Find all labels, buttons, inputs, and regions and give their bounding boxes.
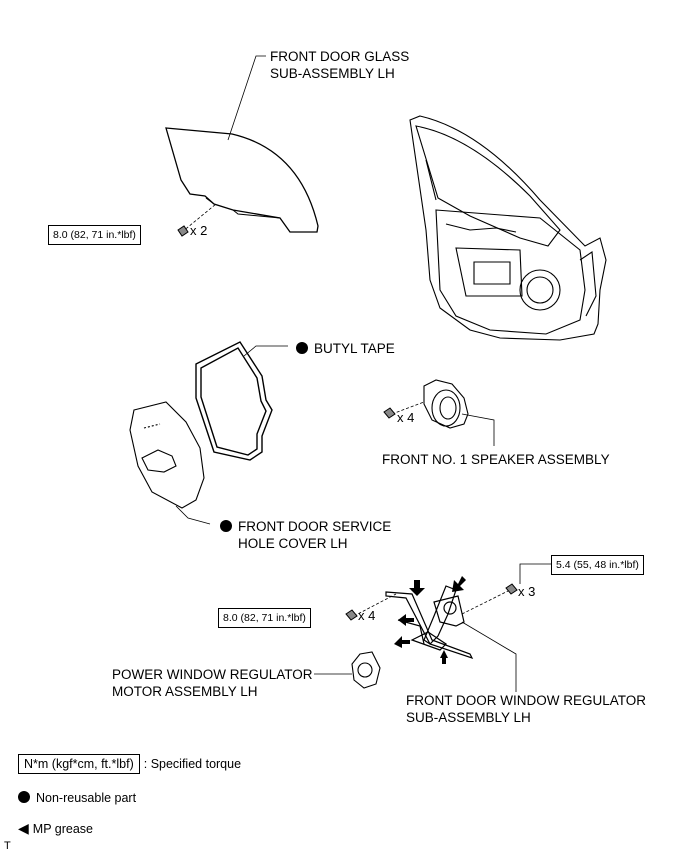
regulator-motor-drawing	[351, 651, 381, 689]
speaker-qty: x 4	[397, 410, 415, 425]
legend-nonreusable: Non-reusable part	[18, 790, 136, 806]
grease-arrows	[394, 576, 466, 664]
legend-grease-text: MP grease	[32, 822, 93, 836]
legend-torque-box: N*m (kgf*cm, ft.*lbf)	[18, 754, 140, 774]
corner-mark: T	[4, 840, 11, 852]
service-cover-line1: FRONT DOOR SERVICE	[238, 519, 392, 534]
glass-bolt-qty: x 2	[190, 223, 208, 238]
legend-torque-text: : Specified torque	[143, 757, 242, 771]
glass-label: FRONT DOOR GLASS SUB-ASSEMBLY LH	[270, 48, 409, 82]
service-cover-label: FRONT DOOR SERVICE HOLE COVER LH	[220, 518, 391, 552]
door-frame-drawing	[409, 115, 607, 341]
regulator-label-line2: SUB-ASSEMBLY LH	[406, 710, 531, 725]
service-cover-line2: HOLE COVER LH	[238, 536, 348, 551]
speaker-drawing	[423, 379, 469, 429]
glass-bolt-torque: 8.0 (82, 71 in.*lbf)	[48, 225, 141, 245]
regulator-label: FRONT DOOR WINDOW REGULATOR SUB-ASSEMBLY…	[406, 692, 646, 726]
speaker-label: FRONT NO. 1 SPEAKER ASSEMBLY	[382, 452, 610, 467]
legend-torque: N*m (kgf*cm, ft.*lbf): Specified torque	[18, 754, 241, 774]
motor-label: POWER WINDOW REGULATOR MOTOR ASSEMBLY LH	[112, 666, 313, 700]
regulator-bolt-qty: x 4	[358, 608, 376, 623]
motor-label-line2: MOTOR ASSEMBLY LH	[112, 684, 258, 699]
butyl-tape-drawing	[195, 341, 273, 461]
regulator-label-line1: FRONT DOOR WINDOW REGULATOR	[406, 693, 647, 708]
motor-label-line1: POWER WINDOW REGULATOR	[112, 667, 313, 682]
butyl-tape-text: BUTYL TAPE	[314, 341, 395, 356]
nonreusable-dot-icon	[18, 791, 30, 803]
regulator-nut-qty: x 3	[518, 584, 536, 599]
regulator-nut-torque: 5.4 (55, 48 in.*lbf)	[551, 555, 644, 575]
window-regulator-drawing	[385, 585, 474, 660]
nonreusable-dot-icon	[220, 520, 232, 532]
legend-nonreusable-text: Non-reusable part	[36, 791, 137, 805]
grease-arrow-icon: ◀	[18, 820, 29, 836]
nonreusable-dot-icon	[296, 342, 308, 354]
butyl-tape-label: BUTYL TAPE	[296, 340, 395, 357]
glass-label-line1: FRONT DOOR GLASS	[270, 49, 410, 64]
door-glass-drawing	[165, 127, 319, 233]
regulator-bolt-torque: 8.0 (82, 71 in.*lbf)	[218, 608, 311, 628]
legend-grease: ◀ MP grease	[18, 820, 93, 837]
service-hole-cover-drawing	[129, 401, 205, 509]
glass-label-line2: SUB-ASSEMBLY LH	[270, 66, 395, 81]
